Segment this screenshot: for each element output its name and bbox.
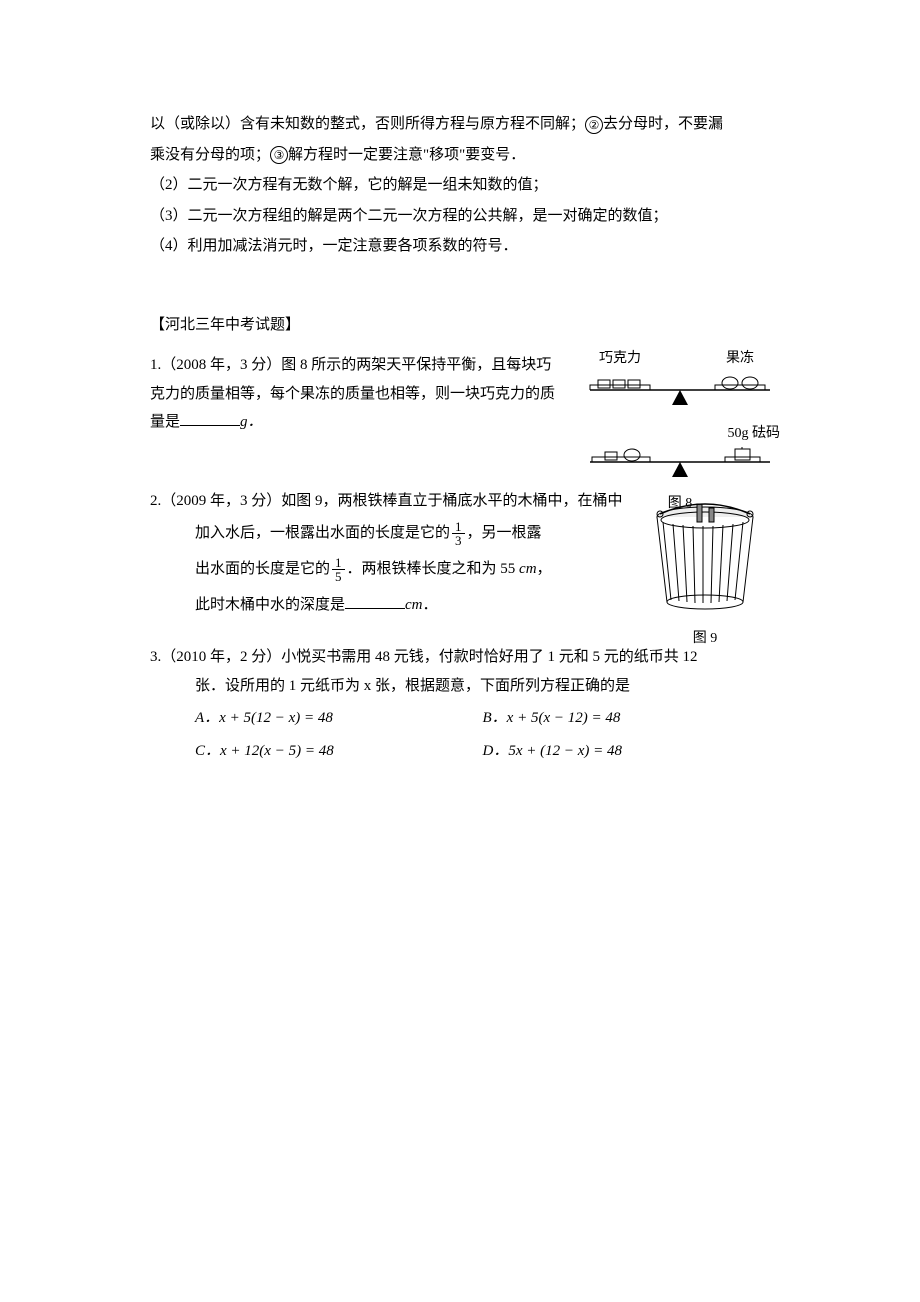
optB-math: x + 5(x − 12) = 48	[507, 710, 621, 726]
p2-l2a: 加入水后，一根露出水面的长度是它的	[195, 525, 450, 541]
problem-3-line1: 3.（2010 年，2 分）小悦买书需用 48 元钱，付款时恰好用了 1 元和 …	[150, 643, 770, 672]
intro-line1-mid: 去分母时，不要漏	[603, 116, 723, 132]
circled-3: ③	[270, 146, 288, 164]
optD-label: D．	[483, 743, 509, 759]
optA-math: x + 5(12 − x) = 48	[219, 710, 333, 726]
p2-l4c: ．	[423, 597, 438, 613]
options-row-2: C．x + 12(x − 5) = 48 D．5x + (12 − x) = 4…	[195, 737, 770, 766]
option-a: A．x + 5(12 − x) = 48	[195, 704, 483, 733]
label-weight: 50g 砝码	[580, 421, 780, 448]
circled-2: ②	[585, 116, 603, 134]
figure-9: 图 9	[640, 502, 770, 653]
balance-1-icon	[580, 375, 780, 415]
intro-line2-suffix: 解方程时一定要注意"移项"要变号．	[288, 147, 525, 163]
problem-1: 1.（2008 年，3 分）图 8 所示的两架天平保持平衡，且每块巧克力的质量相…	[150, 351, 770, 437]
problem-2-body: 加入水后，一根露出水面的长度是它的13，另一根露 出水面的长度是它的15．两根铁…	[150, 515, 570, 623]
p2-l3b: ．两根铁棒长度之和为 55	[347, 561, 520, 577]
optB-label: B．	[483, 710, 507, 726]
intro-line2: 乘没有分母的项；③解方程时一定要注意"移项"要变号．	[150, 141, 770, 170]
fraction-1-3: 13	[452, 520, 465, 547]
problem-3: 3.（2010 年，2 分）小悦买书需用 48 元钱，付款时恰好用了 1 元和 …	[150, 643, 770, 765]
frac1-num: 1	[452, 520, 465, 534]
problem-2-line3: 出水面的长度是它的15．两根铁棒长度之和为 55 cm，	[195, 551, 570, 587]
optA-label: A．	[195, 710, 219, 726]
option-b: B．x + 5(x − 12) = 48	[483, 704, 771, 733]
intro-point2: （2）二元一次方程有无数个解，它的解是一组未知数的值；	[150, 171, 770, 200]
problem-2-line4: 此时木桶中水的深度是 cm．	[195, 587, 570, 623]
frac1-den: 3	[452, 534, 465, 547]
intro-line1: 以（或除以）含有未知数的整式，否则所得方程与原方程不同解；②去分母时，不要漏	[150, 110, 770, 139]
section-title: 【河北三年中考试题】	[150, 311, 770, 340]
blank-1	[180, 411, 240, 426]
p2-l4a: 此时木桶中水的深度是	[195, 597, 345, 613]
p2-l3a: 出水面的长度是它的	[195, 561, 330, 577]
problem-3-line2: 张．设所用的 1 元纸币为 x 张，根据题意，下面所列方程正确的是	[195, 672, 770, 701]
p2-l4b: cm	[405, 597, 423, 613]
option-d: D．5x + (12 − x) = 48	[483, 737, 771, 766]
blank-2	[345, 594, 405, 609]
frac2-num: 1	[332, 556, 345, 570]
intro-point4: （4）利用加减法消元时，一定注意要各项系数的符号．	[150, 232, 770, 261]
label-chocolate: 巧克力	[580, 346, 660, 373]
figure-8-labels: 巧克力 果冻	[580, 346, 780, 373]
balance-2-icon	[580, 447, 780, 487]
options-row-1: A．x + 5(12 − x) = 48 B．x + 5(x − 12) = 4…	[195, 704, 770, 733]
bucket-icon	[645, 502, 765, 612]
intro-line1-prefix: 以（或除以）含有未知数的整式，否则所得方程与原方程不同解；	[150, 116, 585, 132]
p2-l3c: ，	[537, 561, 552, 577]
intro-line2-prefix: 乘没有分母的项；	[150, 147, 270, 163]
label-jelly: 果冻	[700, 346, 780, 373]
intro-block: 以（或除以）含有未知数的整式，否则所得方程与原方程不同解；②去分母时，不要漏 乘…	[150, 110, 770, 261]
problem-2-line2: 加入水后，一根露出水面的长度是它的13，另一根露	[195, 515, 570, 551]
frac2-den: 5	[332, 570, 345, 583]
fraction-1-5: 15	[332, 556, 345, 583]
intro-point3: （3）二元一次方程组的解是两个二元一次方程的公共解，是一对确定的数值；	[150, 202, 770, 231]
p2-l2b: ，另一根露	[467, 525, 542, 541]
problem-3-body: 张．设所用的 1 元纸币为 x 张，根据题意，下面所列方程正确的是 A．x + …	[150, 672, 770, 766]
p2-cm: cm	[519, 561, 537, 577]
optD-math: 5x + (12 − x) = 48	[508, 743, 622, 759]
problem-2: 2.（2009 年，3 分）如图 9，两根铁棒直立于桶底水平的木桶中，在桶中 加…	[150, 487, 770, 624]
option-c: C．x + 12(x − 5) = 48	[195, 737, 483, 766]
optC-math: x + 12(x − 5) = 48	[220, 743, 334, 759]
problem-1-text: 1.（2008 年，3 分）图 8 所示的两架天平保持平衡，且每块巧克力的质量相…	[150, 351, 560, 437]
optC-label: C．	[195, 743, 220, 759]
problem-1-suffix: g．	[240, 414, 263, 430]
